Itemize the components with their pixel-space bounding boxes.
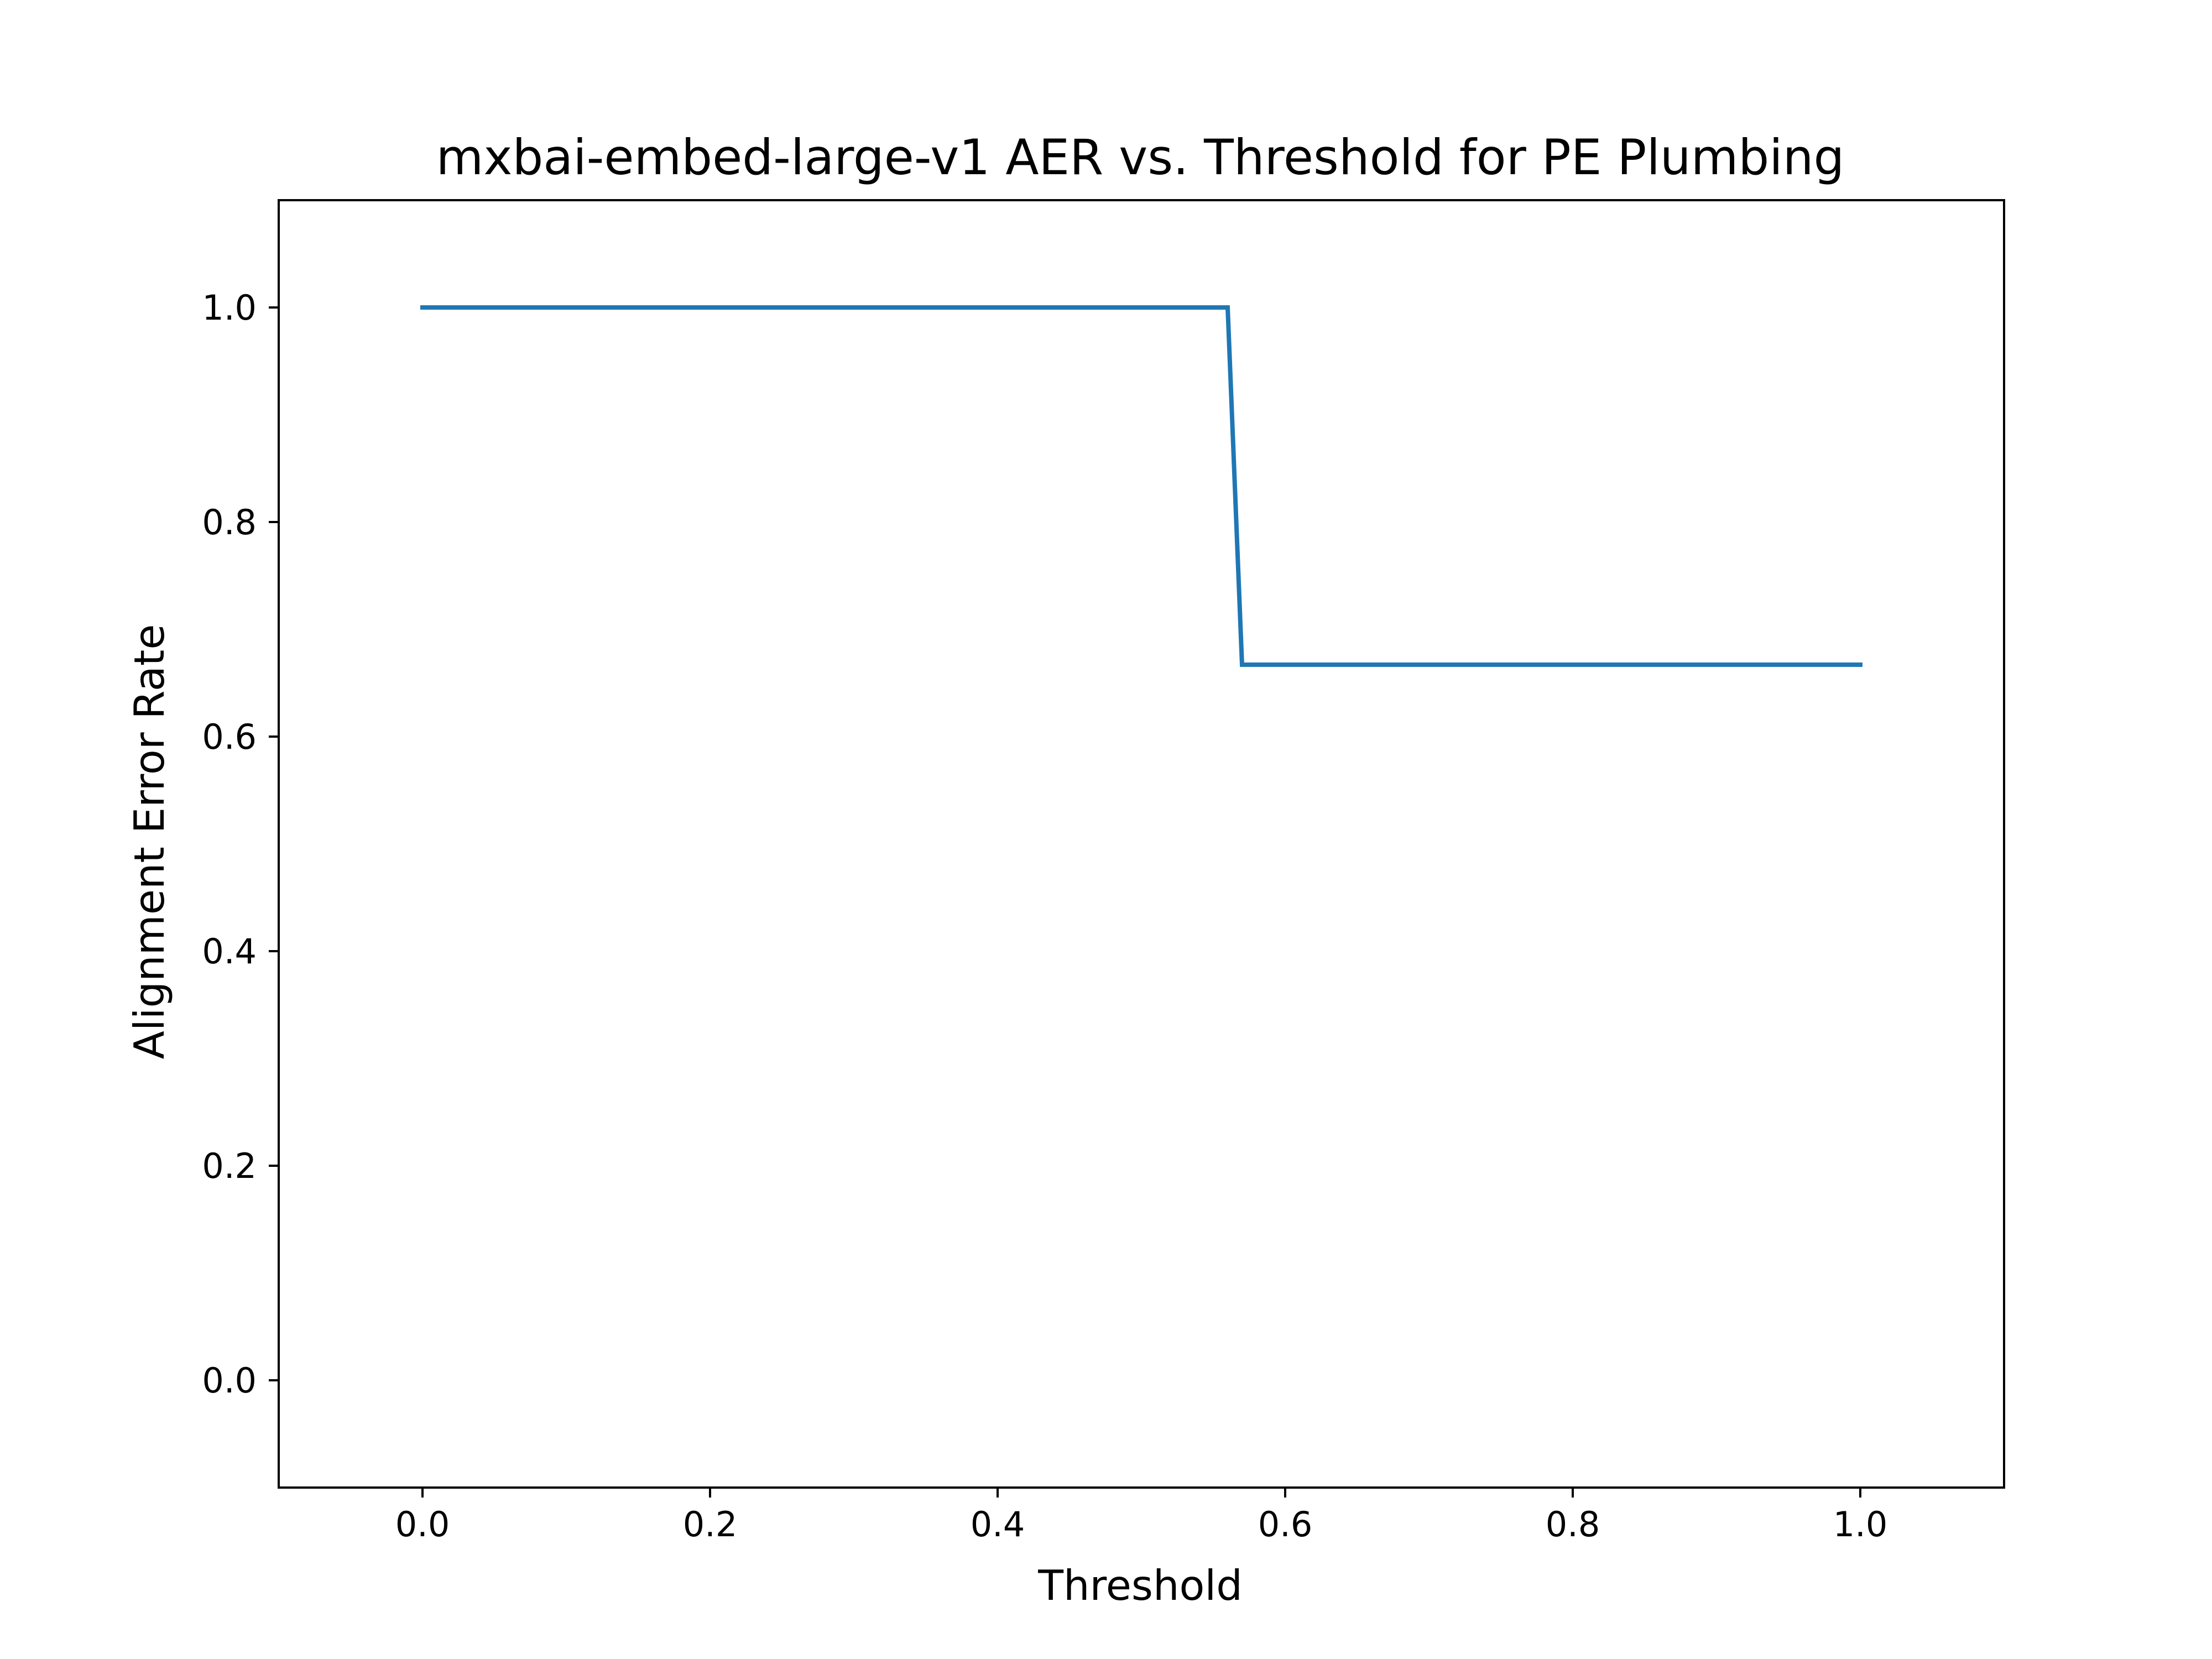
y-tick-label: 0.4 bbox=[202, 931, 257, 972]
y-axis-label: Alignment Error Rate bbox=[125, 624, 174, 1060]
x-tick-label: 0.8 bbox=[1546, 1504, 1600, 1545]
x-tick-label: 0.4 bbox=[971, 1504, 1025, 1545]
y-tick-label: 0.2 bbox=[202, 1146, 257, 1186]
plot-frame bbox=[278, 199, 2005, 1489]
x-axis-label: Threshold bbox=[1037, 1561, 1243, 1610]
y-tick-label: 0.8 bbox=[202, 502, 257, 542]
x-tick-label: 0.2 bbox=[683, 1504, 738, 1545]
plot-area: 0.0 0.2 0.4 0.6 0.8 1.0 0.0 0.2 0.4 0.6 0.8 1.0 bbox=[202, 199, 2005, 1545]
y-tick-label: 1.0 bbox=[202, 288, 257, 328]
x-tick-label: 0.6 bbox=[1258, 1504, 1313, 1545]
y-tick-label: 0.6 bbox=[202, 717, 257, 757]
series-line-0 bbox=[420, 305, 1863, 667]
x-tick-label: 1.0 bbox=[1833, 1504, 1888, 1545]
x-tick-label: 0.0 bbox=[395, 1504, 450, 1545]
chart-title: mxbai-embed-large-v1 AER vs. Threshold f… bbox=[436, 129, 1845, 186]
y-tick-label: 0.0 bbox=[202, 1360, 257, 1401]
